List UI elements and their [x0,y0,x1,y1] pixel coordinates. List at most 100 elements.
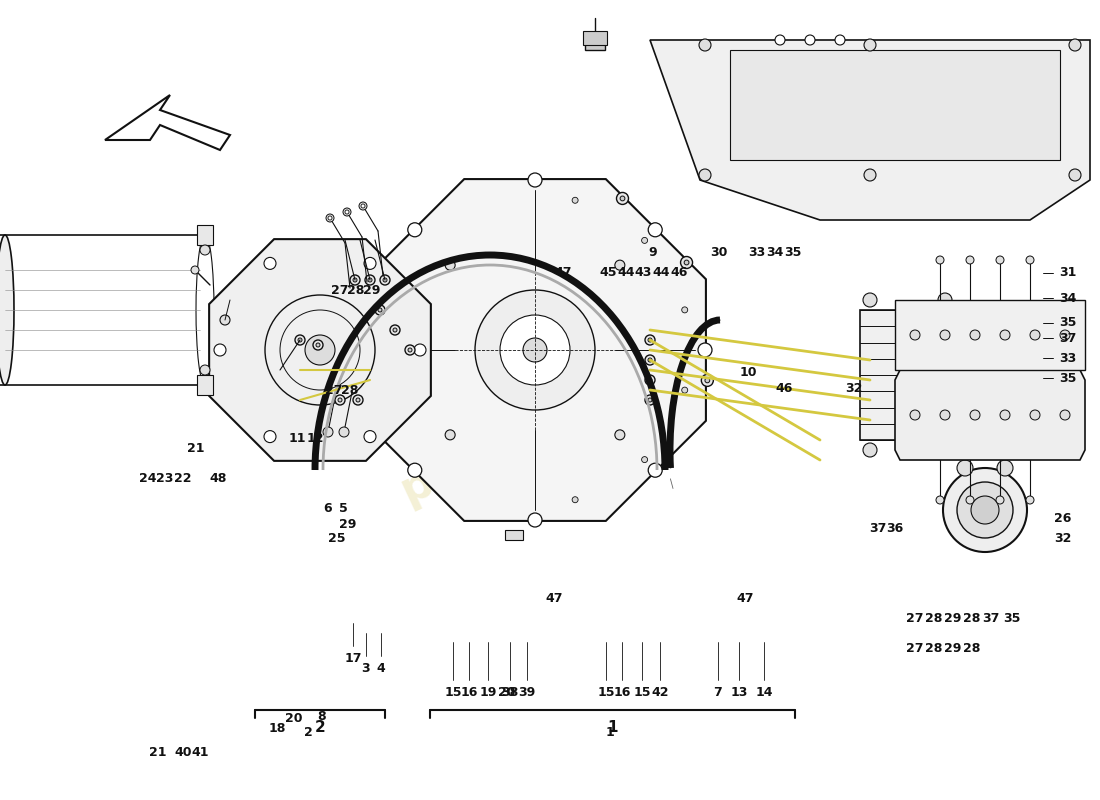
Circle shape [522,338,547,362]
Circle shape [405,345,415,355]
Text: 9: 9 [649,246,658,259]
Circle shape [353,278,358,282]
Circle shape [343,208,351,216]
Text: 8: 8 [318,710,327,723]
Text: 6: 6 [323,502,332,514]
Text: 14: 14 [756,686,772,698]
Text: 3: 3 [362,662,371,674]
Text: 39: 39 [518,686,536,698]
Circle shape [446,430,455,440]
Circle shape [645,335,654,345]
Circle shape [356,398,360,402]
Circle shape [996,496,1004,504]
Circle shape [364,258,376,270]
Circle shape [414,344,426,356]
Circle shape [641,457,648,462]
Text: 28: 28 [964,642,981,654]
Circle shape [702,374,713,386]
Circle shape [645,355,654,365]
Text: 17: 17 [344,651,362,665]
Text: 19: 19 [480,686,497,698]
Text: 33: 33 [748,246,766,259]
Text: 45: 45 [600,266,617,279]
Circle shape [528,513,542,527]
Circle shape [910,410,920,420]
Text: 35: 35 [1059,371,1077,385]
Circle shape [997,460,1013,476]
Circle shape [645,375,654,385]
Text: 22: 22 [174,471,191,485]
Circle shape [938,293,952,307]
Text: 28: 28 [964,611,981,625]
Text: 29: 29 [363,283,381,297]
Circle shape [938,443,952,457]
Text: 28: 28 [925,611,943,625]
Bar [583,31,607,45]
Circle shape [298,338,302,342]
Text: 27: 27 [326,383,343,397]
Circle shape [378,308,382,312]
Circle shape [698,169,711,181]
Circle shape [365,275,375,285]
Circle shape [641,238,648,243]
Circle shape [698,343,712,357]
Circle shape [200,365,210,375]
Text: 20: 20 [498,686,516,698]
Circle shape [1060,330,1070,340]
Circle shape [1026,496,1034,504]
Circle shape [214,344,225,356]
Circle shape [393,328,397,332]
Text: 33: 33 [1059,351,1077,365]
Circle shape [339,427,349,437]
Polygon shape [730,50,1060,160]
Text: 35: 35 [784,246,802,259]
Bar [505,530,522,540]
Circle shape [528,173,542,187]
Circle shape [314,340,323,350]
Text: 23: 23 [156,471,174,485]
Text: 7: 7 [714,686,723,698]
Text: 28: 28 [341,383,359,397]
Circle shape [616,193,628,205]
Text: 32: 32 [845,382,862,394]
Polygon shape [364,179,706,521]
Circle shape [864,39,876,51]
Circle shape [191,266,199,274]
Text: 29: 29 [339,518,356,531]
Bar [197,225,213,245]
Polygon shape [895,370,1085,460]
Circle shape [358,343,372,357]
Circle shape [648,338,652,342]
Text: 41: 41 [191,746,209,758]
Circle shape [620,196,625,201]
Text: 11: 11 [288,431,306,445]
Text: 37: 37 [869,522,887,534]
Circle shape [446,260,455,270]
Text: 15: 15 [634,686,651,698]
Circle shape [359,202,367,210]
Text: 2: 2 [315,719,326,734]
Text: 38: 38 [502,686,518,698]
Bar [585,35,605,50]
Circle shape [361,204,365,208]
Text: 1: 1 [607,719,618,734]
Circle shape [940,330,950,340]
Circle shape [648,378,652,382]
Text: 1: 1 [606,726,615,738]
Text: 29: 29 [944,642,961,654]
Text: 37: 37 [982,611,1000,625]
Text: passionfor
parts.co.uk: passionfor parts.co.uk [372,308,668,512]
Polygon shape [650,40,1090,220]
Text: 20: 20 [285,711,303,725]
Text: 24: 24 [140,471,156,485]
Text: 21: 21 [150,746,167,758]
Circle shape [220,315,230,325]
Circle shape [350,275,360,285]
Circle shape [1000,410,1010,420]
Text: 27: 27 [331,283,349,297]
Text: 43: 43 [635,266,651,279]
Circle shape [368,278,372,282]
Circle shape [200,245,210,255]
Text: 12: 12 [306,431,323,445]
Circle shape [971,496,999,524]
